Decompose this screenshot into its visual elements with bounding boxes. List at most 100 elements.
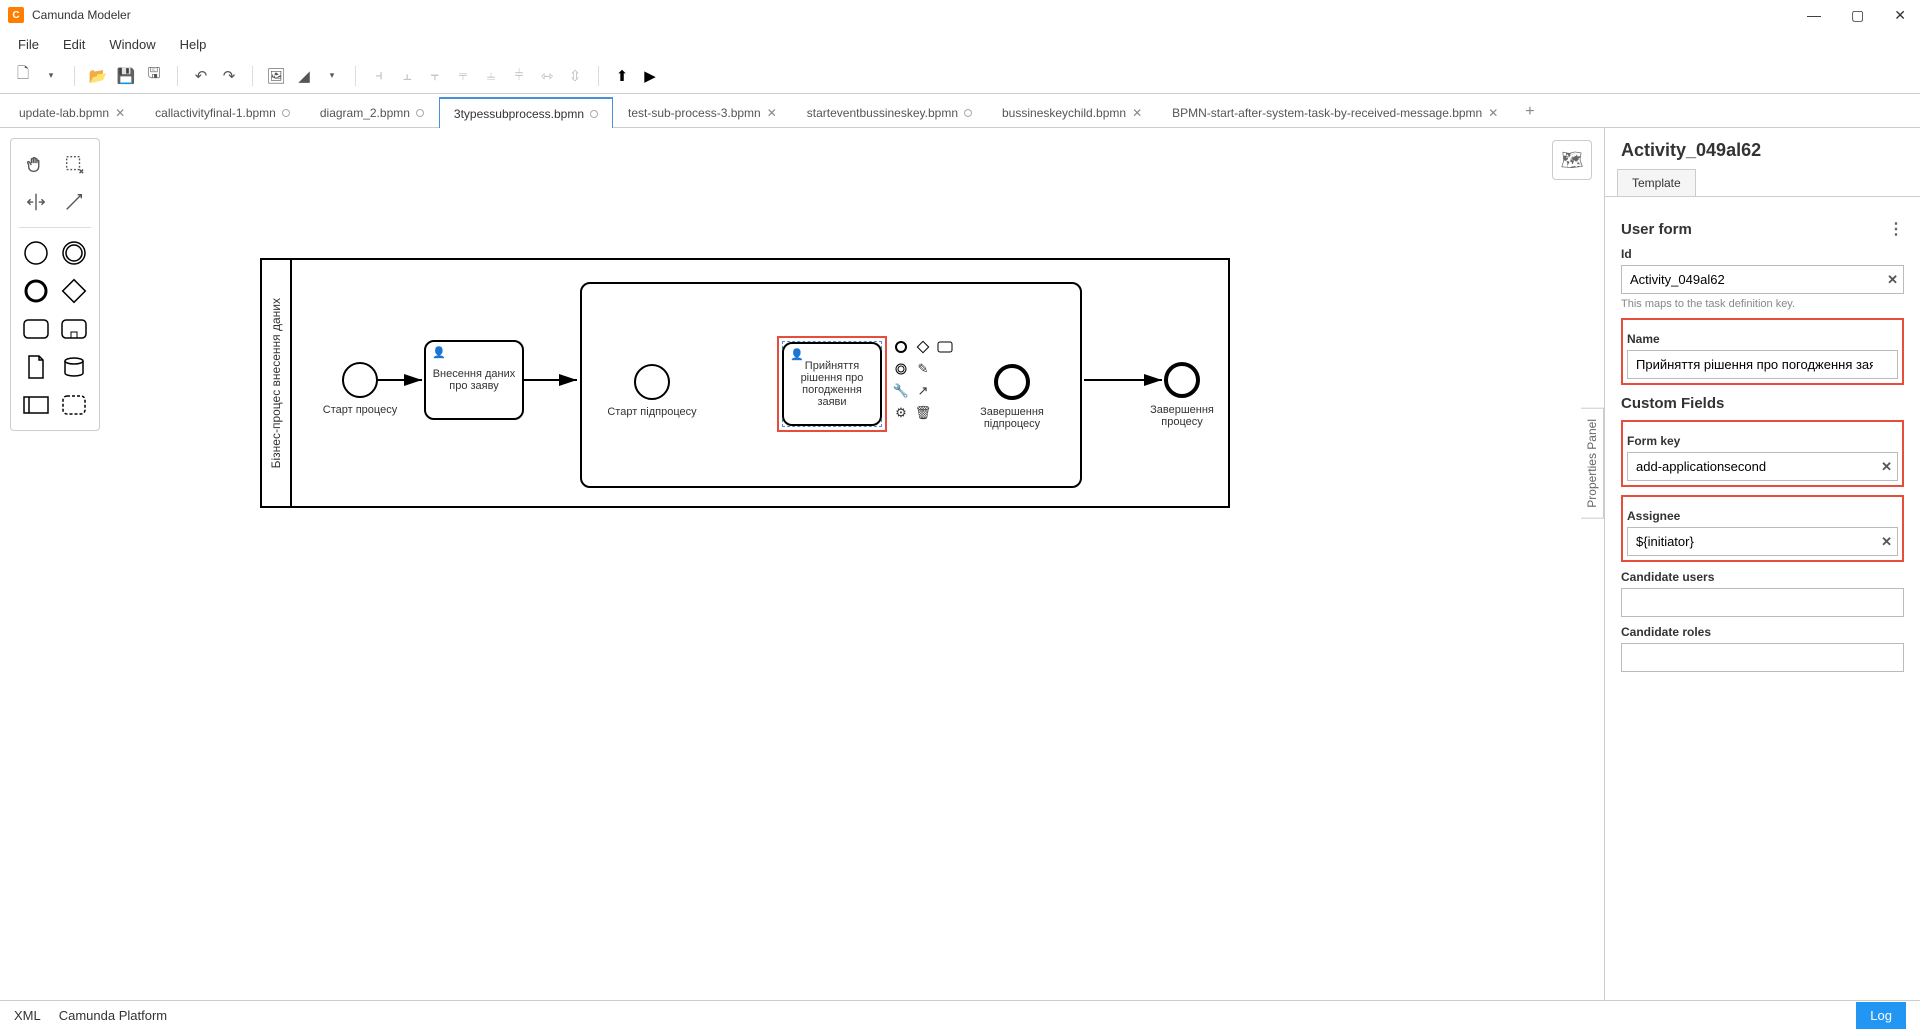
append-intermediate-icon[interactable] [892, 360, 910, 378]
connect-icon[interactable]: ↗ [914, 382, 932, 400]
append-end-event-icon[interactable] [892, 338, 910, 356]
data-object-tool[interactable] [21, 352, 51, 382]
tab-businesskeychild[interactable]: bussineskeychild.bpmn✕ [987, 97, 1157, 127]
close-icon[interactable]: ✕ [1488, 106, 1498, 120]
pool[interactable]: Бізнес-процес внесення даних Старт проце… [260, 258, 1230, 508]
tab-callactivityfinal[interactable]: callactivityfinal-1.bpmn [140, 97, 305, 127]
app-title: Camunda Modeler [32, 8, 1801, 22]
subprocess-end-event[interactable] [994, 364, 1030, 400]
close-icon[interactable]: ✕ [767, 106, 777, 120]
clear-icon[interactable]: ✕ [1881, 459, 1892, 475]
subprocess-start-event[interactable] [634, 364, 670, 400]
group-tool[interactable] [59, 390, 89, 420]
align-right-button[interactable]: ⫟ [424, 65, 446, 87]
tab-test-sub-process[interactable]: test-sub-process-3.bpmn✕ [613, 97, 792, 127]
deploy-button[interactable]: ⬆ [611, 65, 633, 87]
global-connect-tool[interactable] [59, 187, 89, 217]
menu-file[interactable]: File [8, 33, 49, 56]
delete-icon[interactable]: 🗑 [914, 404, 932, 422]
clear-icon[interactable]: ✕ [1881, 534, 1892, 550]
section-menu-icon[interactable]: ⋮ [1888, 219, 1904, 239]
candidate-roles-input[interactable] [1621, 643, 1904, 672]
distribute-v-button[interactable]: ⇳ [564, 65, 586, 87]
wrench-icon[interactable]: ⚙ [892, 404, 910, 422]
open-button[interactable]: 📂 [87, 65, 109, 87]
platform-tab[interactable]: Camunda Platform [59, 1008, 167, 1023]
candidate-users-input[interactable] [1621, 588, 1904, 617]
assignee-input[interactable] [1627, 527, 1898, 556]
user-icon: 👤 [432, 346, 446, 359]
close-icon[interactable]: ✕ [115, 106, 125, 120]
distribute-h-button[interactable]: ⇿ [536, 65, 558, 87]
xml-tab[interactable]: XML [14, 1008, 41, 1023]
subprocess[interactable]: Старт підпроцесу 👤 Прийняття рішення про… [580, 282, 1082, 488]
change-type-icon[interactable]: 🔧 [892, 382, 910, 400]
redo-button[interactable]: ↷ [218, 65, 240, 87]
app-icon: C [8, 7, 24, 23]
subprocess-tool[interactable] [59, 314, 89, 344]
tab-update-lab[interactable]: update-lab.bpmn✕ [4, 97, 140, 127]
lasso-tool[interactable] [59, 149, 89, 179]
end-event-tool[interactable] [21, 276, 51, 306]
align-left-button[interactable]: ⫞ [368, 65, 390, 87]
append-task-icon[interactable] [936, 338, 954, 356]
id-input[interactable] [1621, 265, 1904, 294]
name-input[interactable] [1627, 350, 1898, 379]
end-event[interactable] [1164, 362, 1200, 398]
tab-bpmn-start-after[interactable]: BPMN-start-after-system-task-by-received… [1157, 97, 1513, 127]
tab-3typessubprocess[interactable]: 3typessubprocess.bpmn [439, 97, 613, 128]
align-top-button[interactable]: ⫧ [452, 65, 474, 87]
id-hint: This maps to the task definition key. [1621, 298, 1904, 310]
undo-button[interactable]: ↶ [190, 65, 212, 87]
align-center-button[interactable]: ⫠ [396, 65, 418, 87]
color-dropdown-icon[interactable]: ▾ [321, 65, 343, 87]
menu-help[interactable]: Help [170, 33, 217, 56]
form-key-highlight: Form key ✕ [1621, 420, 1904, 487]
new-file-button[interactable]: 🗋 [12, 65, 34, 87]
save-button[interactable]: 💾 [115, 65, 137, 87]
task-enter-data[interactable]: 👤 Внесення даних про заяву [424, 340, 524, 420]
space-tool[interactable] [21, 187, 51, 217]
minimize-button[interactable]: — [1801, 5, 1827, 26]
maximize-button[interactable]: ▢ [1845, 5, 1870, 26]
subprocess-start-label: Старт підпроцесу [602, 406, 702, 418]
append-gateway-icon[interactable] [914, 338, 932, 356]
data-store-tool[interactable] [59, 352, 89, 382]
menu-window[interactable]: Window [99, 33, 165, 56]
tab-diagram2[interactable]: diagram_2.bpmn [305, 97, 439, 127]
workspace: 🗺 Бізнес-процес внесення даних Старт про… [0, 128, 1920, 1000]
clear-icon[interactable]: ✕ [1887, 272, 1898, 288]
align-middle-button[interactable]: ⫨ [480, 65, 502, 87]
tab-starteventbusinesskey[interactable]: starteventbussineskey.bpmn [792, 97, 987, 127]
hand-tool[interactable] [21, 149, 51, 179]
menu-edit[interactable]: Edit [53, 33, 95, 56]
user-form-heading: User form [1621, 221, 1692, 238]
close-button[interactable]: ✕ [1888, 5, 1912, 26]
template-tab[interactable]: Template [1617, 169, 1696, 196]
new-dropdown-icon[interactable]: ▾ [40, 65, 62, 87]
form-key-input[interactable] [1627, 452, 1898, 481]
lane-label[interactable]: Бізнес-процес внесення даних [262, 260, 292, 506]
close-icon[interactable]: ✕ [1132, 106, 1142, 120]
annotation-icon[interactable]: ✎ [914, 360, 932, 378]
task-tool[interactable] [21, 314, 51, 344]
gateway-tool[interactable] [59, 276, 89, 306]
task-decision[interactable]: 👤 Прийняття рішення про погодження заяви [782, 342, 882, 426]
properties-header: Activity_049al62 [1605, 128, 1920, 169]
intermediate-event-tool[interactable] [59, 238, 89, 268]
log-button[interactable]: Log [1856, 1002, 1906, 1029]
run-button[interactable]: ▶ [639, 65, 661, 87]
assignee-highlight: Assignee ✕ [1621, 495, 1904, 562]
color-button[interactable]: ◢ [293, 65, 315, 87]
tab-add-button[interactable]: + [1513, 97, 1546, 127]
save-as-button[interactable]: 🖫 [143, 65, 165, 87]
start-event-tool[interactable] [21, 238, 51, 268]
minimap-toggle[interactable]: 🗺 [1552, 140, 1592, 180]
properties-panel-tab[interactable]: Properties Panel [1581, 408, 1604, 519]
canvas[interactable]: 🗺 Бізнес-процес внесення даних Старт про… [110, 128, 1604, 1000]
pool-tool[interactable] [21, 390, 51, 420]
start-event[interactable] [342, 362, 378, 398]
image-button[interactable]: 🖼 [265, 65, 287, 87]
name-label: Name [1627, 332, 1898, 346]
align-bottom-button[interactable]: ⫩ [508, 65, 530, 87]
